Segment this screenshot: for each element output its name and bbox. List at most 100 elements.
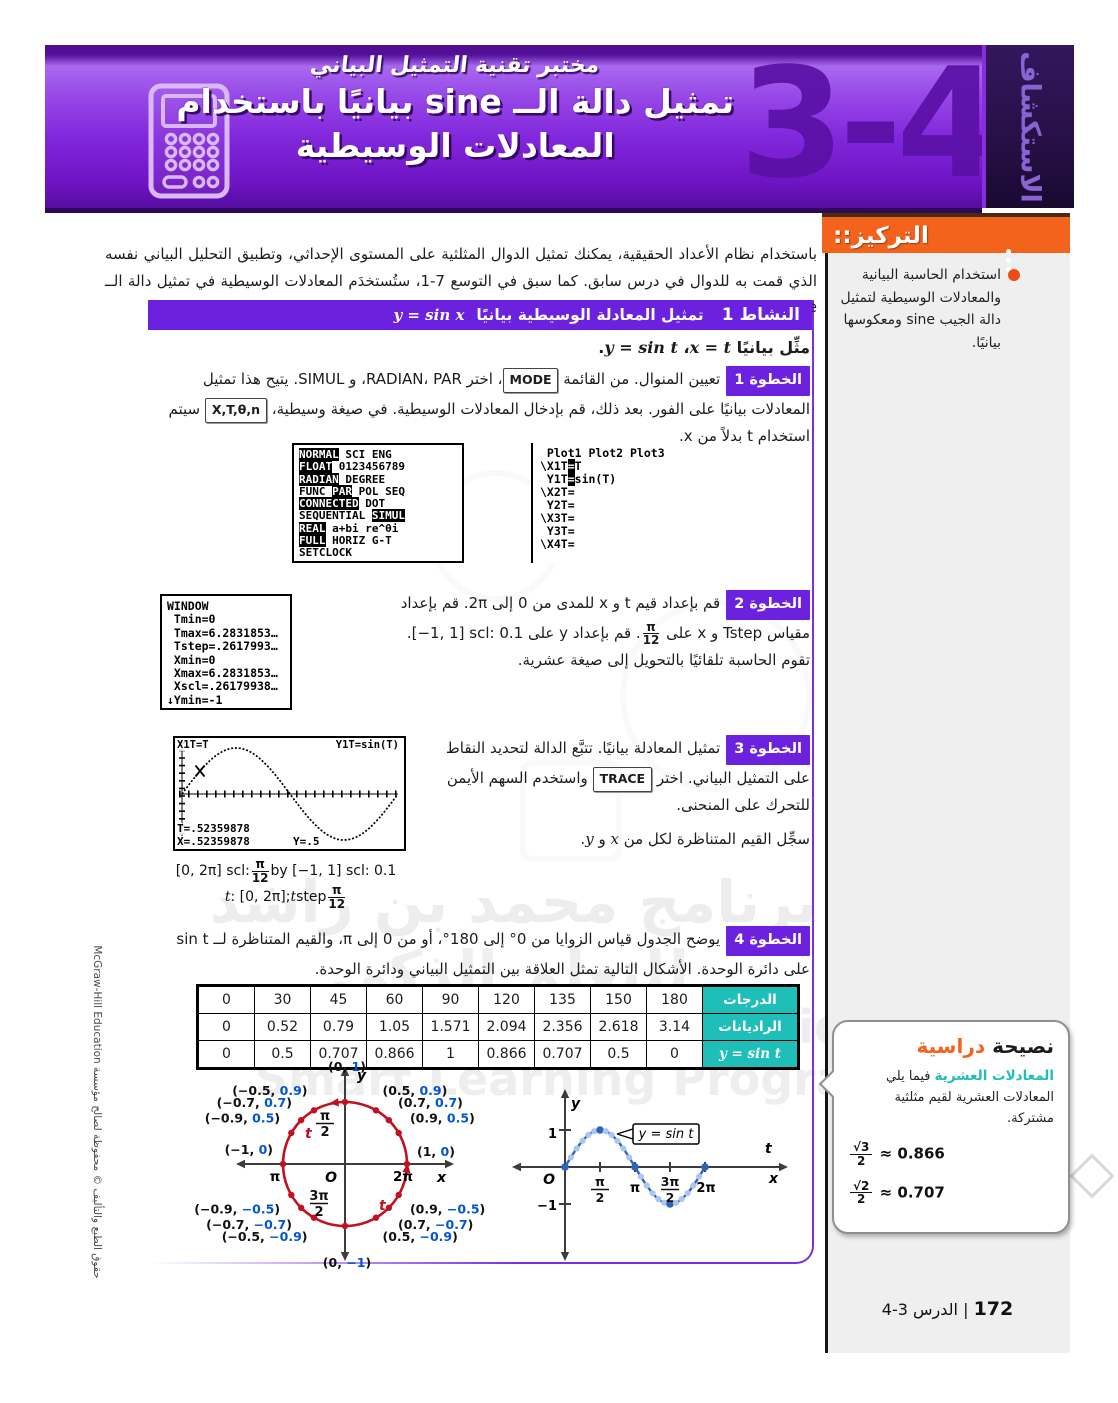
figure-label: x: [768, 1171, 779, 1187]
ltr-text: by [−1, 1] scl: 0.1: [270, 863, 397, 880]
calc-screen-line: FULL HORIZ G-T: [299, 534, 392, 548]
trace-readout-y: Y=.5: [293, 835, 320, 849]
table-cell: 0.866: [478, 1040, 535, 1069]
activity-label: النشاط 1: [721, 305, 800, 325]
calc-screen-line: Y3T=: [540, 524, 575, 538]
background-doodle: [520, 760, 622, 862]
table-cell: 0.79: [310, 1013, 367, 1041]
trace-readout-x: X=.52359878: [177, 835, 250, 849]
circle-point-label: (−0.9, 0.5): [205, 1111, 280, 1126]
calculator-key: X,T,θ,n: [204, 398, 267, 423]
fraction: π 12: [642, 619, 660, 648]
figure-label: 2: [666, 1190, 675, 1205]
footer-lesson: الدرس 3-4: [881, 1300, 958, 1319]
table-cell: 45: [310, 985, 367, 1014]
figure-label: 2π: [393, 1169, 413, 1185]
figure-label: 2π: [696, 1181, 715, 1196]
side-tab: الاستكشاف: [982, 45, 1074, 208]
trace-readout-t: T=.52359878: [177, 822, 250, 836]
math-expression: x: [610, 830, 619, 848]
figure-label: t: [305, 1126, 313, 1142]
figure-label: O: [543, 1172, 555, 1188]
table-row: 0 0.52 0.79 1.05 1.571 2.094 2.356 2.618 3.14 الر…: [197, 1013, 799, 1041]
table-cell: 3.14: [646, 1013, 703, 1041]
calc-screen-line: REAL a+bi re^θi: [299, 521, 399, 535]
activity-title: تمثيل المعادلة الوسيطية بيانيًا: [476, 306, 704, 324]
calc-screen-line: Tmin=0: [167, 612, 216, 627]
figure-label: 2: [596, 1190, 605, 1205]
focus-dots: ::: [833, 223, 852, 249]
table-cell: 0.866: [366, 1040, 423, 1069]
table-cell: 0.707: [310, 1040, 367, 1069]
circle-point-label: (−1, 0): [225, 1142, 273, 1157]
calc-screen-line: \X3T=: [540, 511, 575, 525]
circle-point-label: (−0.7, −0.7): [206, 1217, 292, 1232]
calc-screen-line: Y1T=sin(T): [540, 472, 617, 486]
figure-label: 2: [314, 1205, 323, 1220]
table-cell: 0: [197, 1013, 255, 1041]
table-cell: 0: [197, 985, 255, 1014]
trace-eq-x-label: X1T=T: [177, 739, 209, 752]
lesson-number: 3-4: [739, 35, 1002, 212]
circle-point-label: (0, −1): [323, 1255, 371, 1270]
calc-screen-line: SETCLOCK: [299, 546, 352, 560]
math-expression: t: [290, 889, 297, 906]
calc-screen-line: \X1T=T: [540, 459, 582, 473]
math-expression: x = t: [689, 338, 732, 357]
step-2-text: قم بإعداد قيم t و x للمدى من 0 إلى 2π. ق…: [400, 594, 810, 670]
step-2-badge: الخطوة 2: [726, 590, 810, 621]
calc-screen-line: Plot1 Plot2 Plot3: [540, 446, 665, 460]
fraction: π 12: [251, 857, 269, 885]
table-cell: 135: [534, 985, 591, 1014]
dotted-leader: [1006, 258, 1011, 263]
figure-label: π: [595, 1174, 605, 1189]
table-row-header: الراديانات: [702, 1013, 799, 1041]
circle-point-label: (0.7, −0.7): [398, 1217, 473, 1232]
caption-line-1: [0, 2π] scl: π 12 by [−1, 1] scl: 0.1: [150, 858, 422, 884]
tip-formula-2: √2 2 ≈ 0.707: [848, 1179, 1054, 1206]
step-4: الخطوة 4يوضح الجدول قياس الزوايا من 0° إ…: [158, 926, 810, 983]
orange-bullet-icon: [1008, 269, 1020, 281]
calc-screen-line: SEQUENTIAL SIMUL: [299, 509, 405, 523]
calc-screen-line: Xscl=.26179938…: [167, 679, 278, 694]
calculator-trace-screen: X1T=T Y1T=sin(T) T=.52359878 X=.52359878…: [173, 736, 406, 851]
figure-label: 2: [320, 1125, 329, 1140]
circle-point-label: (−0.9, −0.5): [194, 1202, 280, 1217]
table-cell: 1: [422, 1040, 479, 1069]
calc-screen-line: Xmax=6.2831853…: [167, 666, 278, 681]
side-tab-label: الاستكشاف: [1014, 50, 1046, 203]
calc-screen-line: Tstep=.2617993…: [167, 639, 278, 654]
sine-values-table: 0 30 45 60 90 120 135 150 180 الدرجات 0 0.52 0.79 1.0…: [196, 984, 800, 1070]
tip-title-word1: نصيحة: [992, 1034, 1054, 1058]
trace-eq-y-label: Y1T=sin(T): [335, 739, 399, 752]
table-cell: 120: [478, 985, 535, 1014]
table-cell: 0.52: [254, 1013, 311, 1041]
calc-screen-line: FLOAT 0123456789: [299, 460, 405, 474]
header-kicker: مختبر تقنية التمثيل البياني: [309, 53, 602, 78]
figure-label: π: [320, 1109, 330, 1124]
step-1-text: تعيين المنوال. من القائمة MODE، اختر RAD…: [168, 368, 810, 446]
figure-label: t: [379, 1198, 387, 1214]
border-fade: [148, 1258, 518, 1266]
calc-screen-line: NORMAL SCI ENG: [299, 448, 392, 461]
circle-point-label: (0.5, −0.9): [383, 1229, 458, 1244]
table-cell: 60: [366, 985, 423, 1014]
tip-body-text: فيما يلي المعادلات العشرية لقيم مثلثية م…: [885, 1069, 1054, 1126]
table-cell: 0.5: [590, 1040, 647, 1069]
focus-label: التركيز: [851, 223, 929, 249]
calc-screen-line: CONNECTED DOT: [299, 497, 386, 511]
graph-instruction: مثِّل بيانيًا x = t، y = sin t.: [598, 338, 810, 357]
ltr-text: : [0, 2π];: [230, 889, 291, 906]
table-cell: 30: [254, 985, 311, 1014]
table-cell: 2.094: [478, 1013, 535, 1041]
ltr-text: [0, 2π] scl:: [175, 863, 250, 880]
circle-point-label: (0.9, 0.5): [410, 1111, 475, 1126]
unit-circle-figure: (1, 0) (0.9, 0.5) (0.7, 0.7) (0.5, 0.9) (0, …: [193, 1059, 505, 1276]
calc-screen-line: \X2T=: [540, 485, 575, 499]
table-cell: 0: [646, 1040, 703, 1069]
watermark-diamond-logo: [1069, 1153, 1115, 1199]
math-expression: y = sin t: [604, 338, 678, 357]
step-1-badge: الخطوة 1: [726, 366, 810, 397]
figure-label: y: [571, 1096, 581, 1112]
ltr-text: [−1, 1] scl: 0.1: [411, 624, 524, 643]
